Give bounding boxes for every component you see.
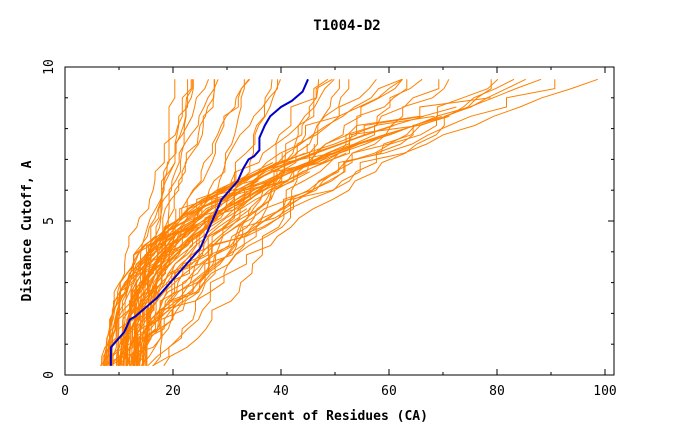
model-curve-steep-11 xyxy=(147,79,320,367)
y-axis: 0 5 10 xyxy=(42,59,614,379)
x-tick-label: 0 xyxy=(61,384,69,399)
model-curve-steep-15 xyxy=(118,79,279,366)
model-curve-flat-73 xyxy=(112,236,156,366)
model-curve-flat-74 xyxy=(119,189,252,366)
highlight-layer xyxy=(109,78,309,366)
model-curve-mid-31 xyxy=(132,78,423,366)
y-axis-label: Distance Cutoff, A xyxy=(20,160,35,301)
x-tick-label: 40 xyxy=(273,384,289,399)
model-curve-flat-62 xyxy=(143,217,196,366)
model-curve-steep-7 xyxy=(152,79,273,367)
x-tick-label: 80 xyxy=(489,384,505,399)
model-curve-flat-76 xyxy=(109,180,287,366)
model-curve-mid-32 xyxy=(132,78,403,367)
model-curve-flat-55 xyxy=(133,125,395,366)
model-curve-flat-77 xyxy=(136,106,457,366)
model-curve-mid-34 xyxy=(125,78,598,367)
x-tick-label: 20 xyxy=(165,384,181,399)
x-tick-label: 60 xyxy=(381,384,397,399)
y-tick-label: 5 xyxy=(42,217,57,225)
model-curve-flat-69 xyxy=(106,97,491,366)
model-curve-steep-13 xyxy=(142,79,194,366)
model-curve-steep-19 xyxy=(163,79,340,367)
model-curve-flat-68 xyxy=(127,162,279,366)
model-curve-flat-64 xyxy=(145,171,311,366)
chart-title: T1004-D2 xyxy=(313,18,380,34)
model-curve-steep-21 xyxy=(118,79,216,367)
model-curve-flat-66 xyxy=(106,235,176,366)
model-curve-mid-30 xyxy=(129,78,515,367)
model-curve-flat-44 xyxy=(103,226,181,366)
y-tick-label: 0 xyxy=(42,371,57,379)
series-layer xyxy=(100,78,598,367)
y-tick-label: 10 xyxy=(42,59,57,75)
model-curve-mid-35 xyxy=(130,78,542,366)
x-axis-label: Percent of Residues (CA) xyxy=(240,409,428,424)
model-curve-flat-72 xyxy=(123,162,315,366)
model-curve-flat-41 xyxy=(139,208,252,366)
model-curve-mid-33 xyxy=(103,79,492,367)
model-curve-flat-71 xyxy=(133,217,219,366)
highlighted-model-curve xyxy=(109,78,309,366)
x-axis: 0 20 40 60 80 100 xyxy=(61,67,617,399)
model-curve-flat-75 xyxy=(137,180,258,366)
model-curve-flat-48 xyxy=(130,152,333,366)
x-tick-label: 100 xyxy=(593,384,616,399)
